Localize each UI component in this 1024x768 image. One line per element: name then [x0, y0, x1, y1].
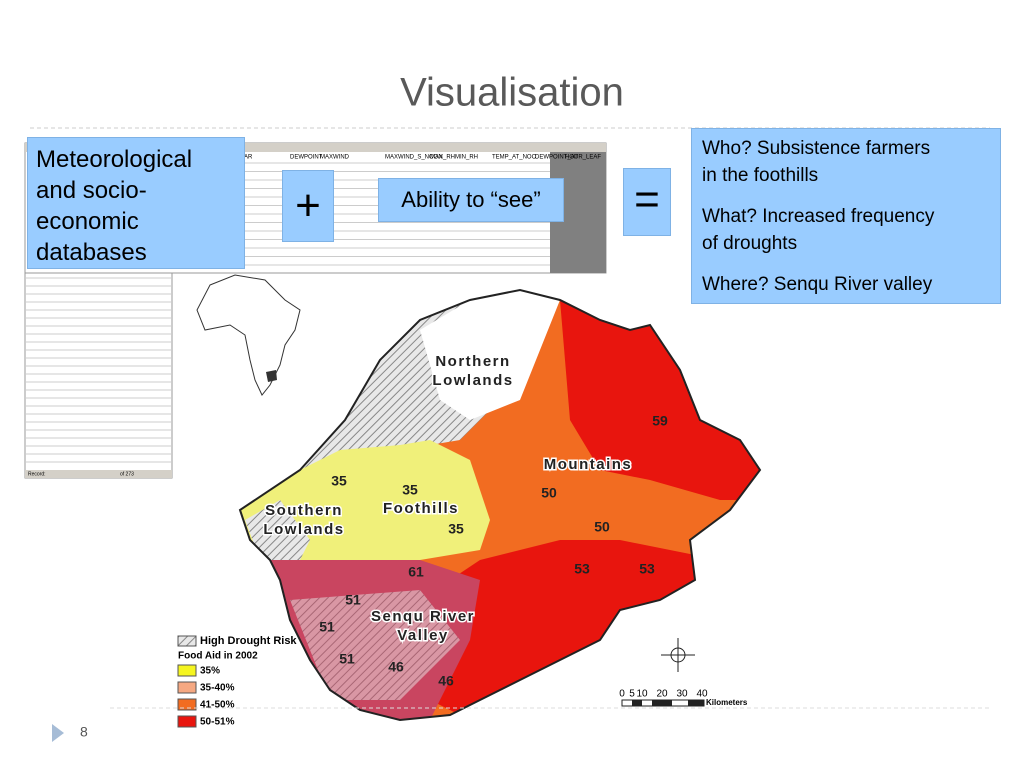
column-header: MAXWIND_S_NOON	[385, 155, 443, 161]
record-label: Record:	[28, 471, 46, 477]
right-box: Who? Subsistence farmers in the foothills…	[691, 128, 1001, 304]
legend-label: High Drought Risk	[200, 635, 297, 647]
scale-label: 20	[656, 689, 668, 700]
box-line: of droughts	[702, 233, 798, 254]
box-line: in the foothills	[702, 165, 819, 186]
region-label: Southern	[265, 502, 343, 519]
region-value: 35	[331, 473, 347, 489]
plus-box: +	[282, 170, 334, 242]
box-line: Meteorological	[36, 146, 193, 173]
lesotho-map: Northern Lowlands Mountains Foothills Southe…	[239, 289, 761, 721]
scale-label: Kilometers	[706, 698, 748, 707]
record-count: of 273	[120, 471, 134, 477]
scale-bar	[621, 699, 705, 707]
legend-label: 41-50%	[200, 700, 235, 711]
region-label: Lowlands	[263, 521, 344, 538]
scale-label: 10	[636, 689, 648, 700]
region-value: 51	[345, 592, 361, 608]
scale-label: 30	[676, 689, 688, 700]
region-value: 50	[594, 519, 610, 535]
region-value: 51	[319, 619, 335, 635]
box-line: Where? Senqu River valley	[702, 274, 933, 295]
africa-inset	[196, 274, 301, 396]
region-label: Northern	[435, 353, 510, 370]
legend-label: 50-51%	[200, 717, 235, 728]
box-line: economic	[36, 208, 139, 235]
box-line: What? Increased frequency	[702, 206, 935, 227]
map-legend: High Drought Risk Food Aid in 2002 35% 35-4…	[177, 635, 297, 728]
scale-label: 0	[619, 689, 625, 700]
region-label: Valley	[397, 627, 449, 644]
region-value: 53	[574, 561, 590, 577]
column-header: MIN_RH	[455, 155, 478, 161]
box-line: Who? Subsistence farmers	[702, 138, 931, 159]
column-header: AR	[244, 155, 253, 161]
box-line: and socio-	[36, 177, 147, 204]
footer-arrow	[52, 724, 64, 742]
region-value: 59	[652, 413, 668, 429]
column-header: DEWPOINT	[290, 155, 323, 161]
region-value: 46	[388, 659, 404, 675]
column-header: MAXWIND	[320, 155, 350, 161]
column-header: TEMP_AT_NOO	[492, 155, 537, 161]
title: Visualisation	[400, 71, 624, 115]
legend-title: Food Aid in 2002	[178, 651, 258, 662]
page-number: 8	[80, 724, 88, 740]
legend-label: 35-40%	[200, 683, 235, 694]
region-value: 35	[448, 521, 464, 537]
legend-label: 35%	[200, 666, 220, 677]
left-box: Meteorological and socio-economic database…	[27, 137, 245, 269]
ability-box: Ability to “see”	[378, 178, 564, 222]
box-line: databases	[36, 239, 147, 266]
equals-box: =	[623, 168, 671, 236]
column-header: DEWPOINT_AT	[535, 155, 578, 161]
region-label: Lowlands	[432, 372, 513, 389]
region-value: 51	[339, 651, 355, 667]
column-header: HOUR_LEAF	[565, 155, 601, 161]
region-label: Mountains	[544, 456, 633, 473]
scale-label: 5	[629, 689, 635, 700]
column-header: MAX_RH	[430, 155, 455, 161]
region-label: Senqu River	[371, 608, 475, 625]
scale-label: 40	[696, 689, 708, 700]
region-label: Foothills	[383, 500, 459, 517]
compass	[661, 638, 695, 672]
region-value: 50	[541, 485, 557, 501]
region-value: 61	[408, 564, 424, 580]
region-value: 46	[438, 673, 454, 689]
region-value: 35	[402, 482, 418, 498]
region-value: 53	[639, 561, 655, 577]
